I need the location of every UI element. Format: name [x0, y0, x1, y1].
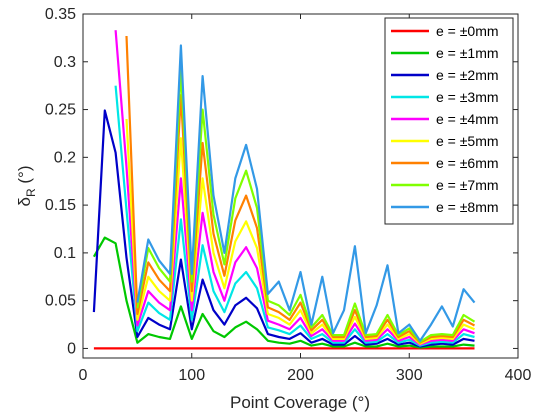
y-tick-label: 0.1 [54, 245, 76, 262]
x-tick-label: 300 [396, 367, 423, 384]
series-layer [92, 30, 476, 350]
y-tick-label: 0 [67, 340, 76, 357]
ticks-layer: 0 100 200 300 400 0 0.05 0.1 0.15 0.2 0.25 0.3 0.35 [45, 6, 532, 384]
series-line-4 [114, 30, 475, 346]
x-tick-label: 0 [79, 367, 88, 384]
legend: e = ±0mm e = ±1mm e = ±2mm e = ±3mm e = ±4mm… [384, 17, 514, 225]
y-tick-label: 0.2 [54, 149, 76, 166]
legend-label-5: e = ±5mm [436, 133, 499, 149]
legend-label-8: e = ±8mm [436, 199, 499, 215]
legend-label-1: e = ±1mm [436, 45, 499, 61]
legend-label-3: e = ±3mm [436, 89, 499, 105]
y-tick-label: 0.3 [54, 54, 76, 71]
series-line-1 [92, 236, 475, 349]
y-tick-label: 0.25 [45, 102, 76, 119]
x-tick-label: 400 [505, 367, 532, 384]
x-tick-label: 100 [178, 367, 205, 384]
series-line-5 [125, 119, 475, 345]
legend-items: e = ±0mm e = ±1mm e = ±2mm e = ±3mm e = ±4mm… [391, 23, 499, 215]
series-line-8 [136, 44, 476, 342]
y-tick-label: 0.05 [45, 293, 76, 310]
series-line-2 [92, 109, 475, 348]
y-tick-label: 0.15 [45, 197, 76, 214]
series-line-3 [114, 85, 475, 347]
legend-label-4: e = ±4mm [436, 111, 499, 127]
y-axis-label-sub: R [24, 188, 38, 197]
legend-label-6: e = ±6mm [436, 155, 499, 171]
y-tick-label: 0.35 [45, 6, 76, 23]
legend-label-2: e = ±2mm [436, 67, 499, 83]
y-axis-label-unit: (°) [15, 166, 34, 189]
legend-label-0: e = ±0mm [436, 23, 499, 39]
legend-label-7: e = ±7mm [436, 177, 499, 193]
y-axis-label: δR (°) [15, 166, 38, 207]
y-axis-label-main: δ [15, 197, 34, 206]
x-tick-label: 200 [287, 367, 314, 384]
x-axis-label: Point Coverage (°) [230, 393, 370, 412]
